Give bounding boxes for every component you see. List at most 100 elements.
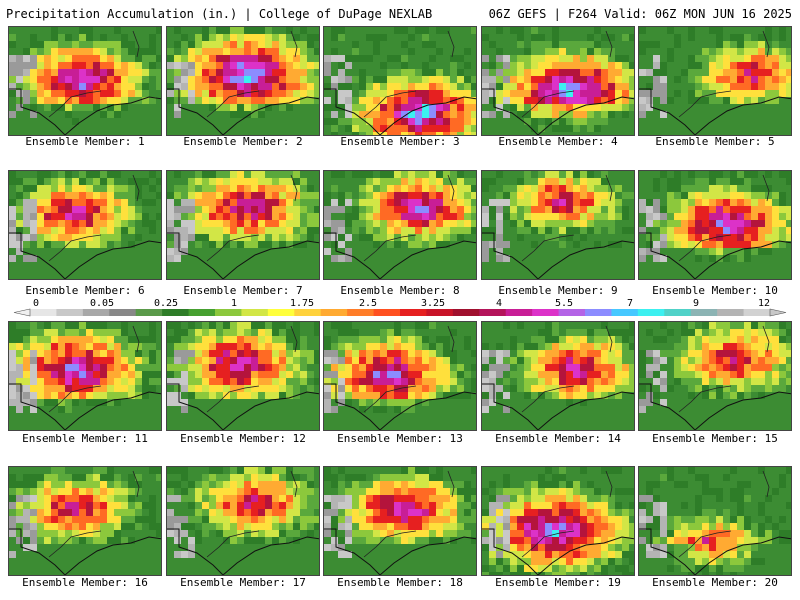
colorbar-bin [241,309,269,316]
ensemble-panel-20 [638,466,792,576]
coastline [482,88,634,135]
state-border [48,30,140,118]
coastline [324,528,476,575]
ensemble-member-label: Ensemble Member: 1 [25,135,145,148]
state-border [521,30,613,118]
precip-field-map [9,467,161,575]
ensemble-member-label: Ensemble Member: 6 [25,284,145,297]
colorbar-bin [373,309,401,316]
colorbar-tick-label: 1.75 [290,298,314,309]
map-title: Precipitation Accumulation (in.) | Colle… [6,7,433,21]
coastline [639,88,791,135]
precip-field-map [9,27,161,135]
coastline [482,528,634,575]
colorbar-tick-label: 9 [693,298,699,309]
colorbar-bin [215,309,242,316]
state-border [363,325,455,413]
precip-field-map [167,322,319,430]
coastline [167,528,319,575]
state-border [678,174,770,262]
precip-field-map [9,171,161,279]
precip-field-map [482,27,634,135]
run-valid-time: 06Z GEFS | F264 Valid: 06Z MON JUN 16 20… [488,7,792,21]
colorbar-bin [294,309,322,316]
colorbar-tick-label: 1 [231,298,237,309]
colorbar-tick-label: 3.25 [421,298,445,309]
coastline [9,528,161,575]
ensemble-panel-10 [638,170,792,280]
ensemble-member-label: Ensemble Member: 14 [495,432,621,445]
colorbar-bin [505,309,533,316]
state-border [521,470,613,558]
ensemble-panel-16 [8,466,162,576]
coastline [9,232,161,279]
colorbar-bin [664,309,692,316]
precip-field-map [324,467,476,575]
colorbar-bin [347,309,375,316]
ensemble-member-label: Ensemble Member: 16 [22,576,148,589]
ensemble-panel-17 [166,466,320,576]
state-border [521,174,613,262]
ensemble-panel-6 [8,170,162,280]
precip-colorbar: 0 0.05 0.25 1 1.75 2.5 3.25 4 5.5 7 9 12 [13,298,787,317]
precip-field-map [167,171,319,279]
ensemble-panel-1 [8,26,162,136]
colorbar-bin [56,309,84,316]
precip-field-map [167,27,319,135]
colorbar-min-arrow [13,308,31,317]
precip-field-map [482,467,634,575]
coastline [482,232,634,279]
colorbar-bin [637,309,665,316]
ensemble-panel-2 [166,26,320,136]
colorbar-bin [690,309,718,316]
precip-field-map [639,322,791,430]
colorbar-tick-label: 0 [33,298,39,309]
precip-field-map [324,171,476,279]
colorbar-bin [320,309,348,316]
ensemble-member-label: Ensemble Member: 11 [22,432,148,445]
coastline [482,383,634,430]
colorbar-tick-label: 4 [496,298,502,309]
colorbar-tick-label: 12 [758,298,770,309]
colorbar-bin [479,309,507,316]
ensemble-panel-13 [323,321,477,431]
state-border [363,470,455,558]
ensemble-panel-19 [481,466,635,576]
precip-field-map [639,27,791,135]
colorbar-bin [400,309,427,316]
colorbar-bin [426,309,454,316]
ensemble-member-label: Ensemble Member: 3 [340,135,460,148]
ensemble-panel-14 [481,321,635,431]
coastline [324,383,476,430]
coastline [9,383,161,430]
state-border [678,470,770,558]
precip-field-map [324,27,476,135]
state-border [678,30,770,118]
precip-field-map [482,171,634,279]
coastline [167,232,319,279]
state-border [48,325,140,413]
colorbar-tick-label: 2.5 [359,298,377,309]
ensemble-panel-3 [323,26,477,136]
state-border [206,30,298,118]
ensemble-member-label: Ensemble Member: 8 [340,284,460,297]
colorbar-tick-label: 0.25 [154,298,178,309]
colorbar-bin [82,309,110,316]
ensemble-member-label: Ensemble Member: 17 [180,576,306,589]
ensemble-member-label: Ensemble Member: 2 [183,135,303,148]
ensemble-panel-5 [638,26,792,136]
precip-field-map [639,171,791,279]
ensemble-member-label: Ensemble Member: 20 [652,576,778,589]
coastline [324,232,476,279]
ensemble-panel-12 [166,321,320,431]
colorbar-bin [109,309,137,316]
precip-field-map [9,322,161,430]
ensemble-member-label: Ensemble Member: 7 [183,284,303,297]
state-border [206,470,298,558]
colorbar-bin [611,309,639,316]
ensemble-member-label: Ensemble Member: 9 [498,284,618,297]
ensemble-member-label: Ensemble Member: 5 [655,135,775,148]
coastline [167,88,319,135]
ensemble-member-label: Ensemble Member: 10 [652,284,778,297]
precip-field-map [639,467,791,575]
